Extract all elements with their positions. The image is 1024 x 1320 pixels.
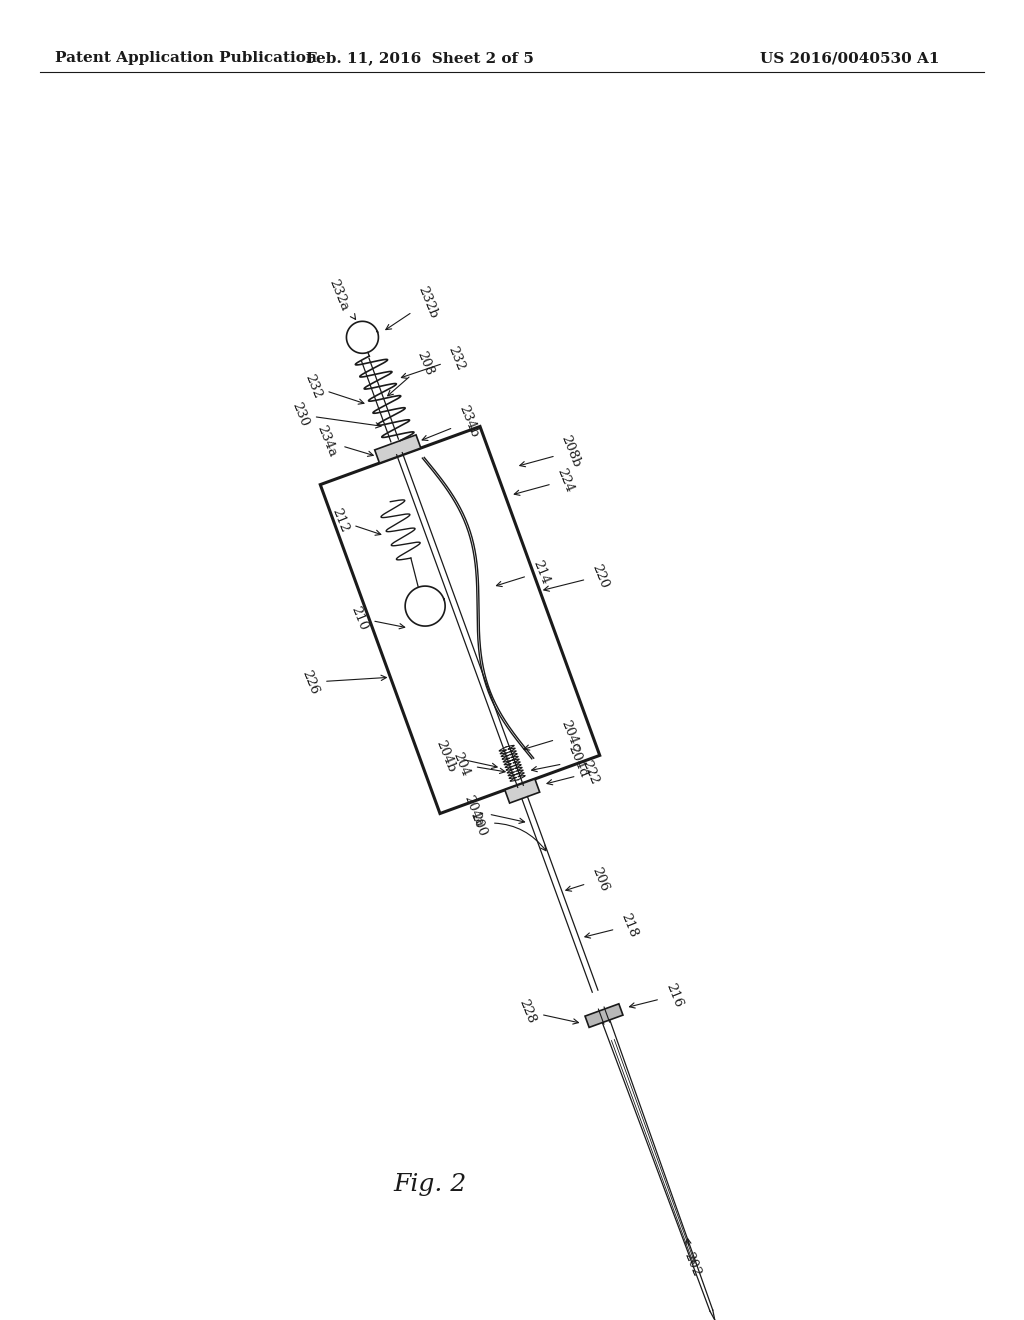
Text: US 2016/0040530 A1: US 2016/0040530 A1 xyxy=(760,51,939,65)
Text: 226: 226 xyxy=(300,668,386,697)
Text: 208: 208 xyxy=(388,350,435,396)
Text: 222: 222 xyxy=(547,759,601,787)
Text: 210: 210 xyxy=(348,605,404,632)
Text: 204b: 204b xyxy=(434,738,497,774)
Text: 206: 206 xyxy=(566,866,610,894)
Text: 230: 230 xyxy=(290,400,381,429)
Polygon shape xyxy=(505,779,540,803)
Text: 204: 204 xyxy=(451,750,505,779)
Text: 200: 200 xyxy=(468,809,546,850)
Text: 204c: 204c xyxy=(524,718,583,752)
Text: 202: 202 xyxy=(681,1238,702,1279)
Text: Patent Application Publication: Patent Application Publication xyxy=(55,51,317,65)
Text: 228: 228 xyxy=(517,998,579,1026)
Text: 232: 232 xyxy=(302,372,364,404)
Text: 204a: 204a xyxy=(461,793,524,829)
Text: 216: 216 xyxy=(630,982,684,1010)
Polygon shape xyxy=(585,1003,623,1027)
Text: Fig. 2: Fig. 2 xyxy=(393,1173,467,1196)
Text: 220: 220 xyxy=(544,562,610,591)
Text: 208b: 208b xyxy=(520,434,584,470)
Text: 234a: 234a xyxy=(314,424,373,459)
Text: 224: 224 xyxy=(514,466,577,495)
Text: 234b: 234b xyxy=(422,404,480,441)
Text: 204d: 204d xyxy=(531,743,590,779)
Text: 232b: 232b xyxy=(386,284,439,330)
Text: Feb. 11, 2016  Sheet 2 of 5: Feb. 11, 2016 Sheet 2 of 5 xyxy=(306,51,534,65)
Polygon shape xyxy=(375,434,421,463)
Text: 212: 212 xyxy=(329,507,381,535)
Text: 214: 214 xyxy=(497,558,551,586)
Text: 218: 218 xyxy=(585,912,640,940)
Text: 232a: 232a xyxy=(327,277,355,319)
Text: 232: 232 xyxy=(401,345,467,379)
